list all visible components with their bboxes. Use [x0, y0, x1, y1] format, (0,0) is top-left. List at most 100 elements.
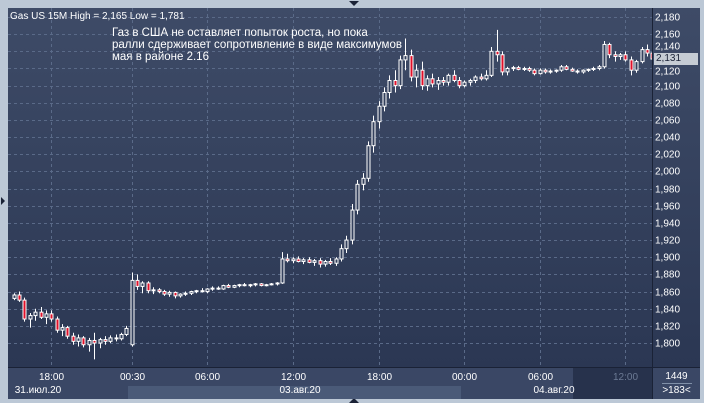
- x-tick-label: 06:00: [194, 372, 221, 383]
- candle-body-up: [98, 339, 103, 344]
- candle-body-down: [441, 79, 446, 83]
- price-axis[interactable]: 2,180 2,160 2,140 2,120 2,100 2,080 2,060 2,040…: [653, 8, 700, 367]
- candle-body-down: [495, 50, 500, 56]
- candle-body-up: [586, 68, 591, 71]
- x-tick-label: 06:00: [527, 372, 554, 383]
- candle-body-up: [505, 67, 510, 73]
- candle-body-down: [420, 69, 425, 87]
- scroll-marker-bottom-icon[interactable]: [349, 398, 359, 403]
- candle-body-down: [409, 55, 414, 78]
- scroll-marker-left-icon[interactable]: [1, 197, 5, 205]
- y-tick-label: 1,960: [655, 201, 681, 212]
- candle-body-down: [173, 291, 178, 297]
- candle-body-up: [301, 259, 306, 263]
- candlestick-chart: [8, 8, 652, 367]
- price-chart-plot[interactable]: Gas US 15M High = 2,165 Low = 1,781 Газ …: [8, 8, 652, 367]
- date-highlight: [128, 386, 461, 399]
- candle-body-up: [269, 283, 274, 286]
- candle-body-up: [361, 177, 366, 185]
- candle-body-down: [613, 54, 618, 57]
- y-tick-label: 1,920: [655, 235, 681, 246]
- candle-body-up: [232, 285, 237, 288]
- candle-body-up: [323, 261, 328, 265]
- candle-body-up: [183, 292, 188, 295]
- current-price-tag: 2,131: [654, 53, 698, 65]
- candle-body-up: [28, 315, 33, 320]
- candle-body-up: [371, 121, 376, 147]
- candle-body-up: [339, 248, 344, 260]
- future-zone: [573, 368, 652, 399]
- candle-body-down: [17, 294, 22, 301]
- candle-body-down: [216, 287, 221, 290]
- candle-body-down: [285, 258, 290, 262]
- candle-body-up: [355, 183, 360, 211]
- candle-body-up: [377, 105, 382, 123]
- candle-body-down: [645, 49, 650, 54]
- time-axis[interactable]: 18:00 00:30 06:00 12:00 18:00 00:00 06:00 12:00…: [8, 368, 652, 399]
- candle-body-up: [221, 285, 226, 290]
- y-tick-label: 2,140: [655, 41, 681, 52]
- visible-bars: >183<: [662, 385, 691, 396]
- candle-body-up: [554, 69, 559, 72]
- candle-body-up: [468, 79, 473, 83]
- y-tick-label: 2,040: [655, 132, 681, 143]
- candle-body-up: [581, 69, 586, 73]
- y-tick-label: 2,000: [655, 166, 681, 177]
- candle-body-down: [527, 67, 532, 71]
- candle-body-down: [629, 59, 634, 71]
- candle-body-down: [307, 259, 312, 263]
- candle-body-down: [532, 69, 537, 75]
- candle-body-up: [414, 69, 419, 78]
- candle-body-up: [108, 337, 113, 342]
- candle-body-up: [253, 283, 258, 286]
- date-label: 03.авг.20: [279, 385, 321, 396]
- y-tick-label: 1,860: [655, 287, 681, 298]
- candle-body-up: [634, 61, 639, 71]
- candle-body-down: [479, 76, 484, 80]
- candle-body-down: [162, 291, 167, 295]
- candle-body-up: [33, 311, 38, 317]
- candle-body-up: [44, 313, 49, 318]
- y-tick-label: 1,900: [655, 252, 681, 263]
- x-tick-label: 12:00: [612, 372, 639, 383]
- y-tick-label: 1,980: [655, 184, 681, 195]
- y-tick-label: 2,060: [655, 115, 681, 126]
- candle-body-down: [564, 66, 569, 70]
- candle-body-down: [200, 290, 205, 293]
- candle-body-down: [65, 327, 70, 337]
- candle-body-down: [157, 289, 162, 293]
- candle-body-up: [425, 78, 430, 87]
- candle-body-up: [591, 67, 596, 70]
- candle-body-down: [575, 70, 580, 73]
- y-tick-label: 1,800: [655, 338, 681, 349]
- x-tick-label: 18:00: [38, 372, 65, 383]
- candle-body-up: [119, 333, 124, 340]
- candle-body-down: [452, 74, 457, 81]
- candle-body-down: [55, 318, 60, 331]
- candle-body-up: [344, 239, 349, 250]
- candle-body-down: [607, 43, 612, 56]
- x-tick-label: 12:00: [280, 372, 307, 383]
- y-tick-label: 1,820: [655, 321, 681, 332]
- candle-body-up: [312, 260, 317, 263]
- candle-body-up: [403, 55, 408, 61]
- y-tick-label: 1,840: [655, 304, 681, 315]
- candle-body-down: [430, 78, 435, 85]
- y-tick-label: 2,120: [655, 66, 681, 77]
- candle-body-down: [135, 279, 140, 287]
- candle-body-up: [12, 294, 17, 299]
- candle-body-up: [264, 284, 269, 287]
- candle-body-up: [275, 282, 280, 285]
- candle-body-up: [76, 337, 81, 342]
- candle-body-down: [22, 299, 27, 320]
- candle-body-up: [189, 291, 194, 294]
- scroll-marker-top-icon[interactable]: [349, 1, 359, 6]
- y-tick-label: 2,020: [655, 149, 681, 160]
- candle-body-up: [194, 290, 199, 293]
- candle-body-up: [548, 70, 553, 73]
- candle-body-up: [462, 81, 467, 87]
- candle-body-down: [242, 284, 247, 287]
- candle-body-up: [489, 50, 494, 76]
- candle-body-down: [146, 282, 151, 292]
- bar-count-panel: 1449 >183<: [653, 368, 700, 399]
